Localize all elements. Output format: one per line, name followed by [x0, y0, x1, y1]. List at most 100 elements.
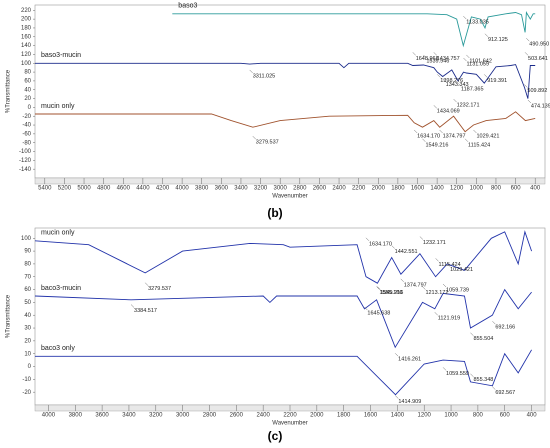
y-tick-label: 70 — [24, 274, 31, 280]
x-axis-title: Wavenumber — [272, 421, 307, 427]
annotation: 1416.261 — [398, 357, 421, 363]
annotation: 1398.276 — [440, 78, 463, 84]
y-tick-label: -140 — [19, 167, 32, 173]
y-tick-label: 90 — [24, 249, 31, 255]
x-tick-label: 2400 — [332, 186, 346, 192]
y-tick-label: -10 — [22, 377, 31, 383]
annotation-leader — [423, 54, 427, 59]
x-tick-label: 4000 — [42, 413, 56, 419]
annotation: 919.391 — [487, 78, 507, 84]
panel-label: (c) — [268, 429, 283, 443]
y-tick-label: -120 — [19, 158, 32, 164]
annotation: 912.125 — [488, 37, 508, 43]
annotation-leader — [422, 286, 426, 290]
x-tick-label: 2000 — [372, 186, 386, 192]
annotation-leader — [377, 286, 381, 290]
x-tick-label: 3400 — [122, 413, 136, 419]
x-tick-label: 2200 — [283, 413, 297, 419]
annotation-leader — [463, 57, 467, 62]
series-name: baco3-mucin — [41, 285, 81, 292]
y-tick-label: 100 — [21, 236, 32, 242]
annotation: 1645.638 — [367, 311, 390, 317]
annotation-leader — [446, 263, 451, 267]
annotation: 1549.216 — [380, 290, 403, 296]
annotation-leader — [527, 99, 532, 104]
annotation-leader — [395, 353, 399, 357]
y-axis-title: %Transmittance — [6, 294, 12, 338]
annotation: 1115.424 — [468, 142, 490, 148]
x-tick-label: 5400 — [38, 186, 52, 192]
annotation: 1059.739 — [446, 287, 469, 293]
annotation: 1059.559 — [446, 371, 469, 377]
x-tick-label: 600 — [500, 413, 511, 419]
annotation-leader — [376, 286, 380, 290]
annotation: 1634.170 — [417, 133, 440, 139]
series-name: mucin only — [41, 230, 75, 237]
x-tick-label: 600 — [511, 186, 522, 192]
y-tick-label: 180 — [21, 26, 32, 32]
annotation: 1029.421 — [476, 133, 499, 139]
x-tick-label: 2600 — [230, 413, 244, 419]
y-tick-label: -60 — [22, 131, 31, 137]
annotation: 1549.216 — [425, 142, 448, 148]
annotation: 1434.757 — [437, 56, 460, 62]
x-tick-label: 3000 — [176, 413, 190, 419]
y-tick-label: -80 — [22, 140, 31, 146]
annotation-leader — [473, 129, 477, 134]
annotation-leader — [524, 84, 528, 88]
annotation: 3279.537 — [148, 286, 171, 292]
series-name: baco3 only — [41, 345, 75, 352]
annotation-leader — [130, 304, 135, 308]
x-tick-label: 3200 — [149, 413, 163, 419]
y-tick-label: -100 — [19, 149, 32, 155]
x-tick-label: 4400 — [136, 186, 150, 192]
y-tick-label: 140 — [21, 43, 32, 49]
annotation: 1442.551 — [395, 249, 418, 255]
y-tick-label: 10 — [24, 351, 31, 357]
annotation: 1101.642 — [469, 58, 492, 64]
x-tick-label: 3600 — [95, 413, 109, 419]
series-name: baso3 — [178, 3, 197, 10]
x-axis-title: Wavenumber — [272, 194, 307, 200]
annotation: 3279.537 — [256, 140, 279, 146]
y-tick-label: 0 — [28, 105, 32, 111]
spectrum-line — [34, 230, 533, 284]
x-tick-label: 1000 — [470, 186, 484, 192]
y-tick-label: 220 — [21, 8, 32, 14]
annotation: 1555.160 — [380, 290, 403, 296]
x-tick-label: 1600 — [411, 186, 425, 192]
annotation: 1414.909 — [398, 399, 421, 405]
annotation: 1343.343 — [446, 82, 469, 88]
annotation-leader — [524, 52, 529, 56]
annotation-leader — [433, 105, 437, 109]
annotation-leader — [439, 129, 443, 134]
x-tick-label: 1800 — [337, 413, 351, 419]
annotation-leader — [437, 74, 441, 78]
x-tick-label: 4000 — [175, 186, 189, 192]
y-tick-label: 40 — [24, 87, 31, 93]
annotation-leader — [526, 38, 530, 42]
annotation: 1232.171 — [423, 240, 446, 246]
x-tick-label: 2200 — [352, 186, 366, 192]
annotation-leader — [484, 74, 488, 78]
y-tick-label: 60 — [24, 78, 31, 84]
y-tick-label: 120 — [21, 52, 32, 58]
annotation: 1029.421 — [450, 267, 473, 273]
annotation: 1115.424 — [439, 262, 461, 268]
annotation-leader — [435, 258, 439, 262]
annotation-leader — [400, 278, 404, 283]
annotation: 1374.797 — [404, 282, 427, 288]
annotation-leader — [484, 33, 489, 37]
annotation-leader — [470, 332, 474, 336]
annotation: 3311.025 — [253, 73, 276, 79]
x-tick-label: 4600 — [117, 186, 131, 192]
annotation: 474.139 — [531, 103, 550, 109]
x-tick-label: 3600 — [215, 186, 229, 192]
panel-label: (b) — [267, 206, 282, 220]
x-tick-label: 5200 — [58, 186, 72, 192]
annotation: 1187.365 — [461, 87, 484, 93]
x-tick-label: 1200 — [450, 186, 464, 192]
annotation: 855.348 — [473, 377, 493, 383]
